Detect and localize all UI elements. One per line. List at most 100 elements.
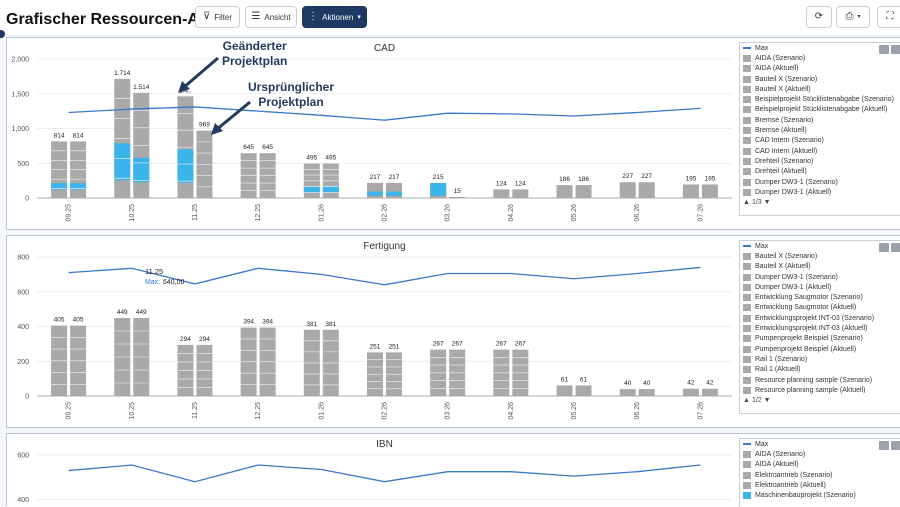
data-label: 381: [325, 321, 336, 328]
pager-up-icon[interactable]: ▲: [743, 199, 750, 207]
legend-item[interactable]: CAD Intern (Aktuell): [740, 146, 900, 156]
legend-item[interactable]: Entwicklung Saugmotor (Szenario): [740, 292, 900, 302]
legend-label: AIDA (Szenario): [755, 54, 806, 62]
x-tick-label: 05.26: [571, 204, 578, 222]
x-tick-label: 09.25: [66, 402, 73, 420]
more-vertical-icon: ⋮: [308, 11, 319, 22]
pager-up-icon[interactable]: ▲: [743, 397, 750, 405]
legend-item[interactable]: Entwicklung Saugmotor (Aktuell): [740, 303, 900, 313]
legend-item[interactable]: AIDA (Szenario): [740, 449, 900, 459]
legend-item[interactable]: Max: [740, 43, 900, 53]
pager-down-icon[interactable]: ▼: [763, 397, 771, 405]
legend-item[interactable]: Pumpenprojekt Beispiel (Szenario): [740, 334, 900, 344]
chart-panel-ibn: IBN 400 600 Max AIDA (Szenario) AIDA (Aktuel…: [6, 433, 900, 507]
legend-export-icon[interactable]: [891, 45, 900, 54]
bar: [682, 184, 699, 198]
view-button[interactable]: ☰ Ansicht: [245, 6, 297, 28]
legend-item[interactable]: Entwicklungsprojekt INT-03 (Szenario): [740, 313, 900, 323]
legend-item[interactable]: Entwicklungsprojekt INT-03 (Aktuell): [740, 323, 900, 333]
legend-item[interactable]: Pumpenprojekt Beispiel (Aktuell): [740, 344, 900, 354]
legend-item[interactable]: Drehteil (Aktuell): [740, 167, 900, 177]
x-tick-label: 03.26: [445, 204, 452, 222]
legend-item[interactable]: Dumper DW3-1 (Szenario): [740, 177, 900, 187]
refresh-button[interactable]: ⟳: [806, 6, 832, 28]
legend-item[interactable]: Resource planning sample (Aktuell): [740, 385, 900, 395]
legend-item[interactable]: Beispielprojekt Stücklistenabgabe (Szena…: [740, 94, 900, 104]
bar: [701, 184, 718, 198]
bar-segment-blue: [70, 183, 87, 190]
legend-item[interactable]: Max: [740, 241, 900, 251]
legend-swatch: [743, 96, 751, 104]
legend-item[interactable]: Maschinenbauprojekt (Szenario): [740, 490, 900, 500]
legend-swatch: [743, 273, 751, 281]
bar: [638, 389, 655, 396]
legend-item[interactable]: Dumper DW3-1 (Aktuell): [740, 282, 900, 292]
filter-label: Filter: [214, 12, 233, 22]
legend-item[interactable]: Dumper DW3-1 (Aktuell): [740, 187, 900, 197]
legend-label: Entwicklung Saugmotor (Aktuell): [755, 304, 857, 312]
filter-button[interactable]: ⊽ Filter: [195, 6, 240, 28]
legend-item[interactable]: Elektroantrieb (Szenario): [740, 470, 900, 480]
bar: [512, 189, 529, 198]
legend-swatch: [743, 283, 751, 291]
legend-print-icon[interactable]: [879, 243, 889, 252]
annotation-line: Projektplan: [258, 95, 324, 109]
legend-item[interactable]: Bauteil X (Aktuell): [740, 262, 900, 272]
y-tick-label: 1,000: [11, 126, 29, 133]
legend-items: Max AIDA (Szenario) AIDA (Aktuell) Bauteil …: [740, 43, 900, 197]
legend-item[interactable]: AIDA (Aktuell): [740, 64, 900, 74]
legend-label: Drehteil (Szenario): [755, 157, 814, 165]
legend-swatch: [743, 366, 751, 374]
legend-item[interactable]: Rail 1 (Aktuell): [740, 365, 900, 375]
legend-item[interactable]: Dumper DW3-1 (Szenario): [740, 272, 900, 282]
fullscreen-icon: ⛶: [886, 11, 894, 22]
legend-swatch: [743, 127, 751, 135]
chart-title: Fertigung: [363, 241, 405, 252]
legend-print-icon[interactable]: [879, 45, 889, 54]
view-label: Ansicht: [264, 12, 291, 22]
data-label: 394: [243, 319, 254, 326]
legend-label: Bremse (Szenario): [755, 116, 814, 124]
arrow-head-changed: [178, 81, 190, 93]
legend-item[interactable]: Bremse (Szenario): [740, 115, 900, 125]
legend-item[interactable]: Elektroantrieb (Aktuell): [740, 480, 900, 490]
chart-panel-fertigung: Fertigung 0 200 400 600 800 405 405 09.25 449 449 1…: [6, 235, 900, 428]
legend-export-icon[interactable]: [891, 243, 900, 252]
legend-label: Max: [755, 44, 769, 52]
y-tick-label: 0: [25, 196, 29, 203]
annotation-line: Projektplan: [222, 54, 288, 68]
legend-fertigung: Max Bauteil X (Szenario) Bauteil X (Aktuel…: [739, 240, 900, 414]
legend-item[interactable]: Beispielprojekt Stücklistenabgabe (Aktue…: [740, 105, 900, 115]
legend-item[interactable]: Max: [740, 439, 900, 449]
legend-item[interactable]: Bauteil X (Szenario): [740, 74, 900, 84]
legend-item[interactable]: Bauteil X (Szenario): [740, 251, 900, 261]
legend-swatch: [743, 325, 751, 333]
legend-swatch: [743, 294, 751, 302]
legend-print-icon[interactable]: [879, 441, 889, 450]
x-tick-label: 10.25: [129, 204, 136, 222]
legend-item[interactable]: Drehteil (Szenario): [740, 156, 900, 166]
legend-tools: [879, 441, 900, 450]
legend-swatch: [743, 65, 751, 73]
legend-item[interactable]: AIDA (Szenario): [740, 53, 900, 63]
legend-item[interactable]: Bauteil X (Aktuell): [740, 84, 900, 94]
fullscreen-button[interactable]: ⛶: [877, 6, 900, 28]
legend-item[interactable]: CAD Intern (Szenario): [740, 136, 900, 146]
legend-item[interactable]: Bremse (Aktuell): [740, 125, 900, 135]
filter-icon: ⊽: [202, 11, 211, 22]
pager-down-icon[interactable]: ▼: [763, 199, 771, 207]
legend-item[interactable]: Resource planning sample (Szenario): [740, 375, 900, 385]
legend-swatch: [743, 147, 751, 155]
legend-label: Bremse (Aktuell): [755, 127, 807, 135]
legend-item[interactable]: Rail 1 (Szenario): [740, 354, 900, 364]
actions-button[interactable]: ⋮ Aktionen ▾: [302, 6, 367, 28]
legend-label: Beispielprojekt Stücklistenabgabe (Szena…: [755, 96, 894, 104]
bar-segment-blue: [177, 149, 194, 183]
data-label: 40: [643, 380, 651, 387]
legend-item[interactable]: AIDA (Aktuell): [740, 460, 900, 470]
legend-swatch: [743, 314, 751, 322]
legend-export-icon[interactable]: [891, 441, 900, 450]
print-button[interactable]: ⎙ ▾: [836, 6, 870, 28]
chevron-down-icon: ▾: [857, 14, 861, 20]
legend-swatch: [743, 450, 751, 458]
